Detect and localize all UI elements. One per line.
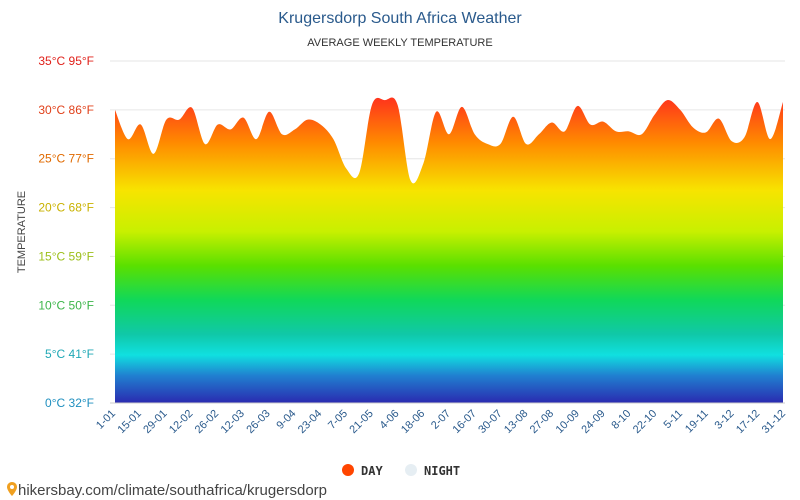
x-tick-label: 13-08	[502, 408, 530, 436]
day-legend-marker	[342, 464, 354, 476]
x-tick-label: 5-11	[662, 408, 685, 431]
legend: DAY NIGHT	[342, 464, 460, 478]
x-tick-label: 23-04	[296, 408, 324, 436]
y-axis-ticks: 0°C 32°F 5°C 41°F 10°C 50°F 15°C 59°F 20°C 6…	[38, 54, 94, 410]
x-tick-label: 8-10	[609, 408, 633, 432]
x-tick-label: 26-02	[193, 408, 221, 436]
x-tick-label: 24-09	[579, 408, 607, 436]
chart-subtitle: AVERAGE WEEKLY TEMPERATURE	[307, 37, 492, 49]
x-tick-label: 12-02	[167, 408, 195, 436]
x-tick-label: 9-04	[274, 408, 298, 432]
x-tick-label: 3-12	[713, 408, 737, 432]
x-tick-label: 16-07	[451, 408, 479, 436]
x-tick-label: 1-01	[94, 408, 118, 432]
legend-item-day[interactable]: DAY	[342, 464, 383, 478]
y-tick-label: 20°C 68°F	[38, 201, 94, 215]
y-tick-label: 10°C 50°F	[38, 298, 94, 312]
x-tick-label: 22-10	[631, 408, 659, 436]
x-tick-label: 30-07	[476, 408, 504, 436]
day-legend-label: DAY	[361, 464, 383, 478]
x-tick-label: 27-08	[528, 408, 556, 436]
x-tick-label: 19-11	[683, 408, 711, 436]
night-legend-label: NIGHT	[424, 464, 460, 478]
y-axis-label: TEMPERATURE	[16, 191, 28, 273]
x-tick-label: 2-07	[429, 408, 453, 432]
y-tick-label: 35°C 95°F	[38, 54, 94, 68]
x-tick-label: 10-09	[554, 408, 582, 436]
y-tick-label: 0°C 32°F	[45, 396, 94, 410]
x-tick-label: 18-06	[399, 408, 427, 436]
night-legend-marker	[405, 464, 417, 476]
x-tick-label: 12-03	[219, 408, 247, 436]
y-tick-label: 15°C 59°F	[38, 249, 94, 263]
x-tick-label: 26-03	[244, 408, 272, 436]
x-tick-label: 4-06	[378, 408, 402, 432]
x-tick-label: 29-01	[141, 408, 169, 436]
x-tick-label: 31-12	[760, 408, 788, 436]
y-tick-label: 5°C 41°F	[45, 347, 94, 361]
chart-title: Krugersdorp South Africa Weather	[278, 10, 522, 27]
source-footer[interactable]: hikersbay.com/climate/southafrica/kruger…	[7, 482, 327, 499]
source-link: hikersbay.com/climate/southafrica/kruger…	[18, 482, 327, 499]
y-tick-label: 30°C 86°F	[38, 103, 94, 117]
y-tick-label: 25°C 77°F	[38, 152, 94, 166]
location-pin-icon	[7, 482, 17, 496]
x-tick-label: 7-05	[326, 408, 350, 432]
night-temperature-area	[115, 268, 783, 403]
x-tick-label: 15-01	[116, 408, 144, 436]
x-tick-label: 17-12	[734, 408, 762, 436]
x-tick-label: 21-05	[347, 408, 375, 436]
legend-item-night[interactable]: NIGHT	[405, 464, 460, 478]
